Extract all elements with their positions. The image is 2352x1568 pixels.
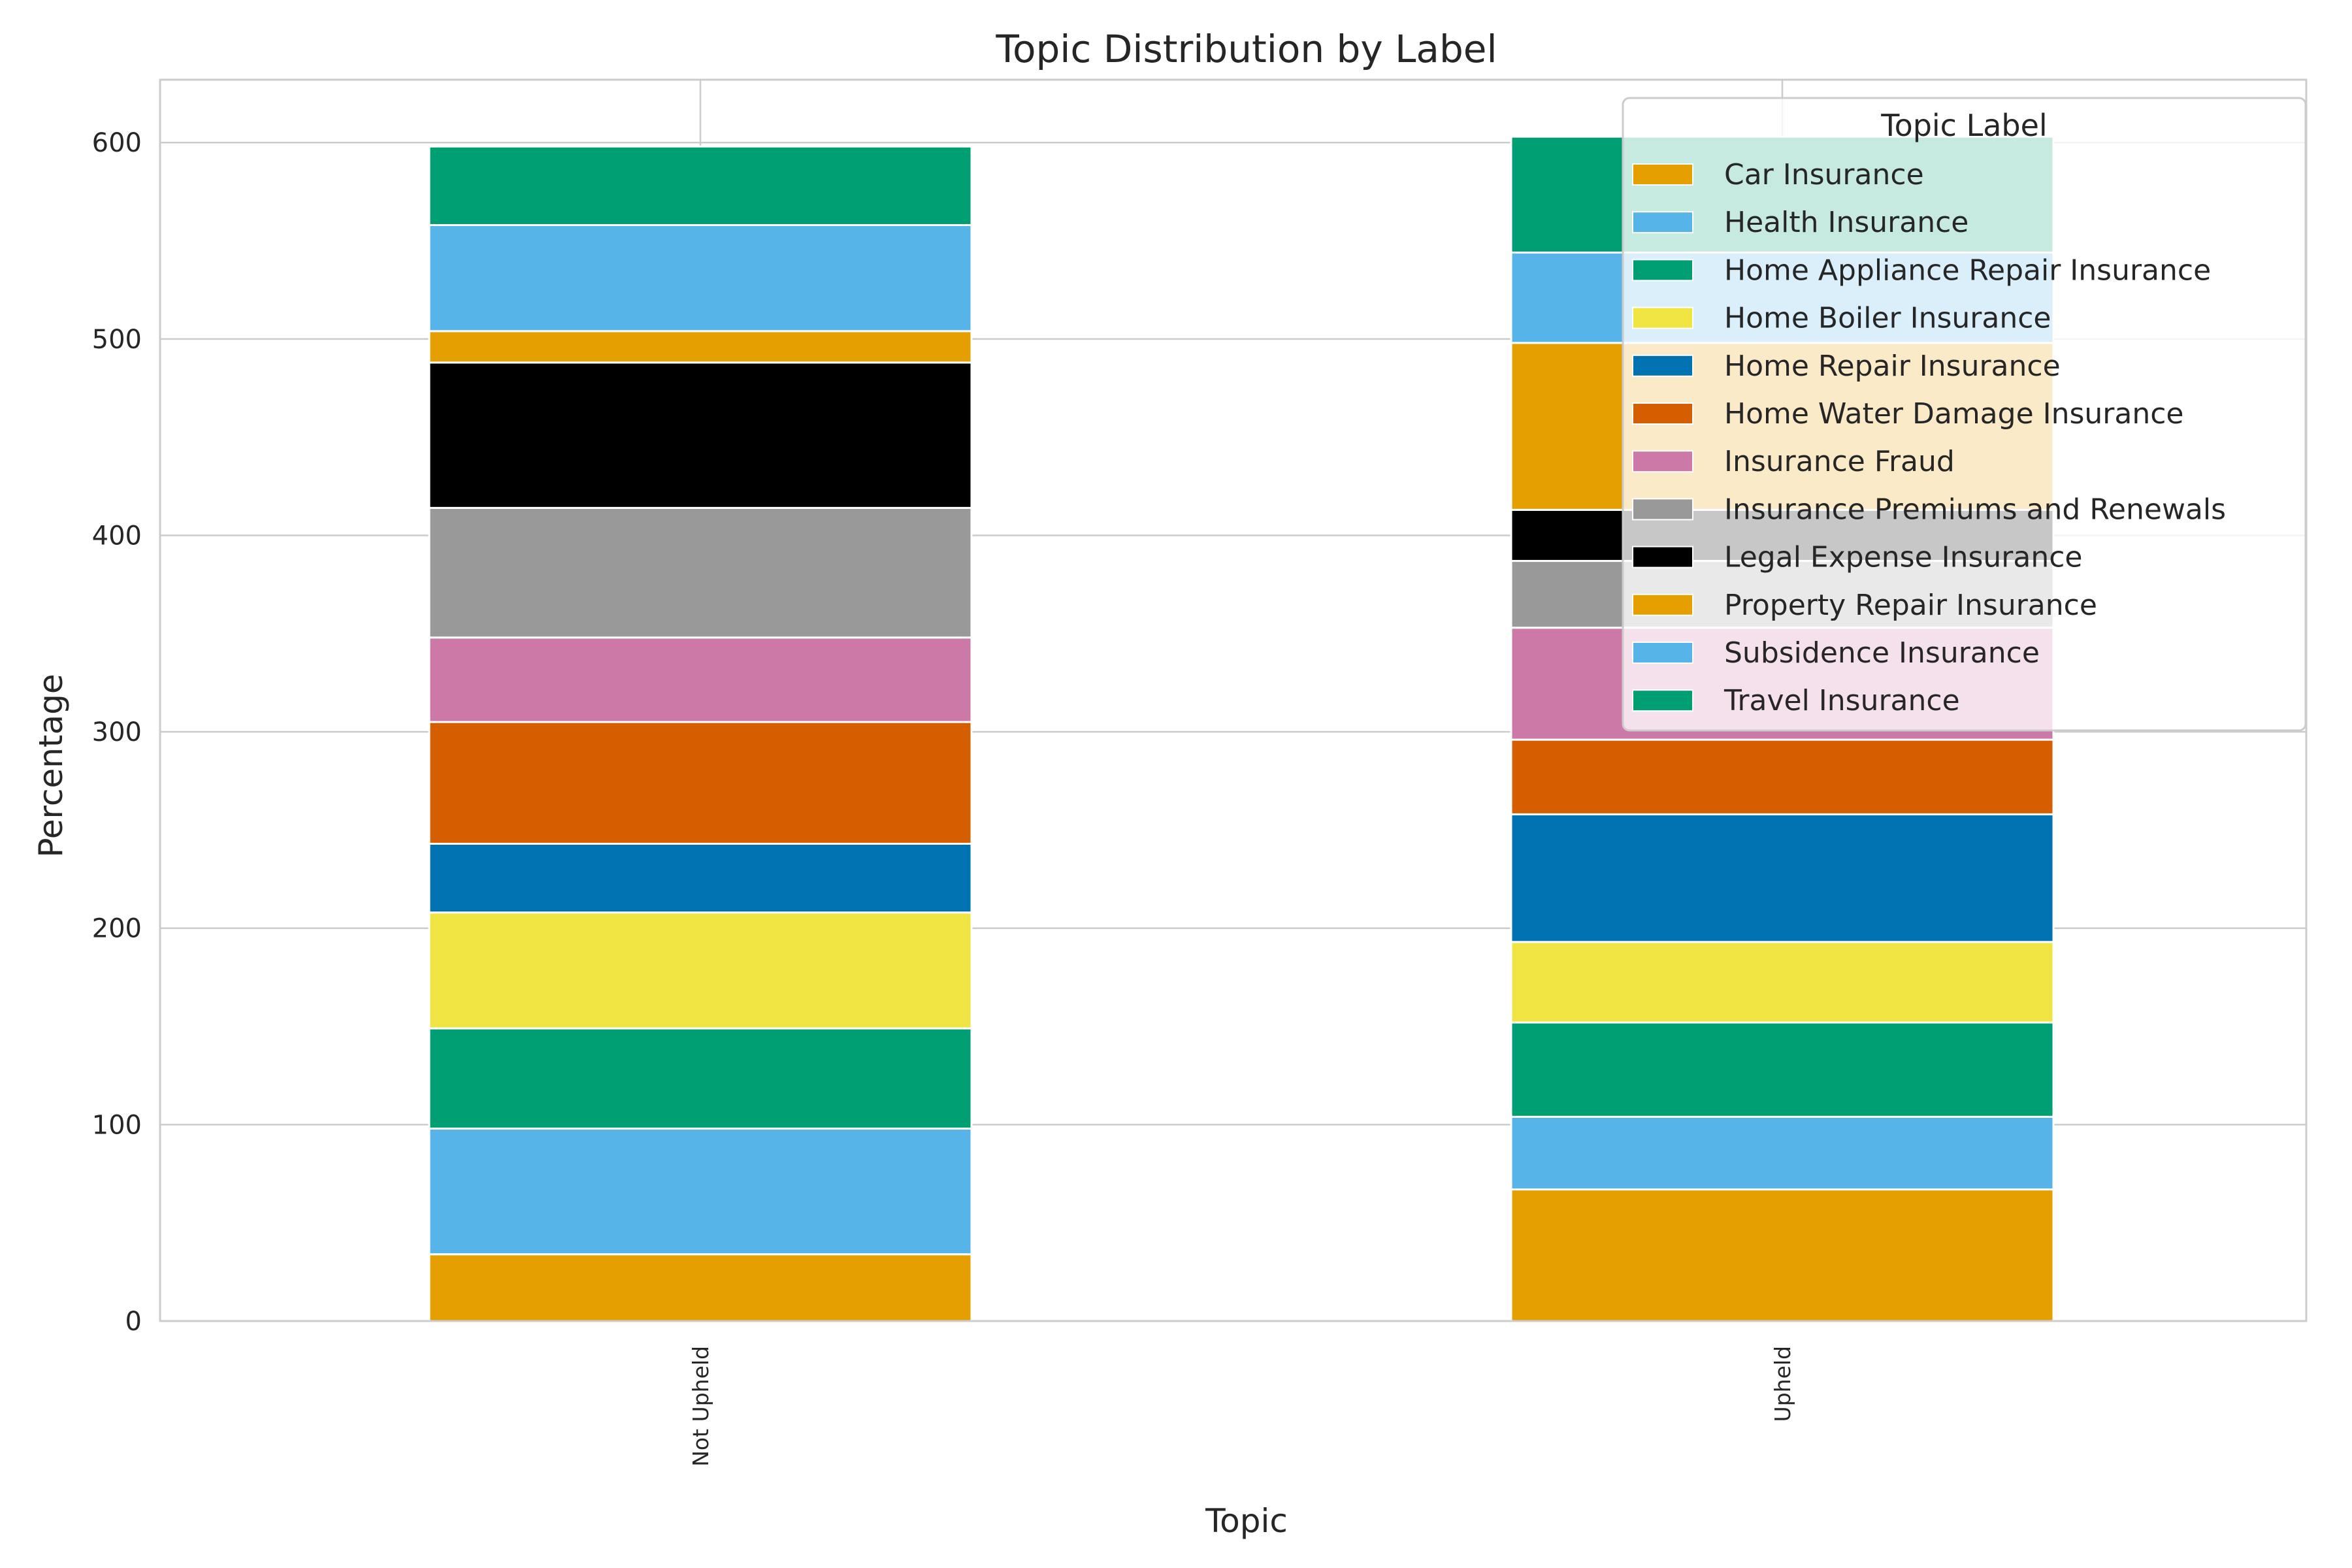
bar-segment — [1510, 813, 2055, 943]
legend-item-label: Travel Insurance — [1723, 684, 1960, 717]
legend-swatch — [1632, 259, 1693, 282]
y-tick-label: 500 — [92, 325, 142, 355]
legend-item-label: Home Water Damage Insurance — [1724, 397, 2184, 431]
legend-swatch — [1632, 306, 1693, 329]
legend-swatch — [1632, 593, 1693, 616]
legend-item-label: Home Boiler Insurance — [1724, 302, 2051, 335]
bar-segment — [1510, 1188, 2055, 1322]
legend-title: Topic Label — [1880, 108, 2047, 143]
y-tick-label: 300 — [92, 717, 142, 747]
x-tick-label: Not Upheld — [688, 1346, 713, 1467]
y-tick-label: 100 — [92, 1110, 142, 1140]
legend-swatch — [1632, 163, 1693, 186]
legend-swatch — [1632, 211, 1693, 234]
bar-segment — [428, 223, 973, 333]
bar-segment — [1510, 941, 2055, 1024]
legend-item-label: Property Repair Insurance — [1724, 589, 2097, 622]
legend-item-label: Insurance Fraud — [1724, 445, 1955, 478]
x-tick-label: Upheld — [1770, 1346, 1795, 1422]
legend-box — [1622, 97, 2307, 732]
legend-item-label: Car Insurance — [1724, 158, 1924, 191]
bar-segment — [428, 330, 973, 364]
bar-segment — [428, 911, 973, 1030]
bar-segment — [1510, 738, 2055, 815]
legend: Topic Label Car Insurance Health Insurance… — [1622, 97, 2307, 732]
bar-segment — [428, 506, 973, 639]
legend-item-label: Home Repair Insurance — [1724, 350, 2061, 383]
bar-segment — [1510, 1115, 2055, 1191]
legend-swatch — [1632, 402, 1693, 425]
legend-swatch — [1632, 450, 1693, 473]
bar-segment — [428, 361, 973, 509]
bar-segment — [1510, 1021, 2055, 1118]
legend-swatch — [1632, 689, 1693, 712]
y-tick-label: 200 — [92, 914, 142, 944]
y-tick-label: 400 — [92, 521, 142, 551]
legend-item-label: Legal Expense Insurance — [1724, 541, 2083, 574]
bars-layer — [428, 135, 2055, 1322]
legend-item-label: Home Appliance Repair Insurance — [1724, 253, 2211, 287]
chart-title: Topic Distribution by Label — [995, 27, 1497, 71]
bar-segment — [428, 1253, 973, 1322]
bar-segment — [428, 145, 973, 226]
legend-item-label: Health Insurance — [1724, 206, 1968, 239]
bar-segment — [428, 636, 973, 723]
bar-segment — [428, 721, 973, 845]
legend-item-label: Insurance Premiums and Renewals — [1724, 493, 2226, 526]
bar-segment — [428, 1127, 973, 1256]
y-tick-label: 0 — [125, 1307, 142, 1337]
legend-swatch — [1632, 354, 1693, 377]
legend-item-label: Subsidence Insurance — [1724, 636, 2040, 670]
bar-segment — [428, 842, 973, 914]
bar-segment — [428, 1027, 973, 1130]
legend-swatch — [1632, 498, 1693, 521]
y-tick-label: 600 — [92, 128, 142, 158]
y-axis-title: Percentage — [32, 674, 70, 857]
legend-swatch — [1632, 546, 1693, 568]
legend-swatch — [1632, 642, 1693, 664]
x-axis-title: Topic — [1205, 1502, 1288, 1540]
